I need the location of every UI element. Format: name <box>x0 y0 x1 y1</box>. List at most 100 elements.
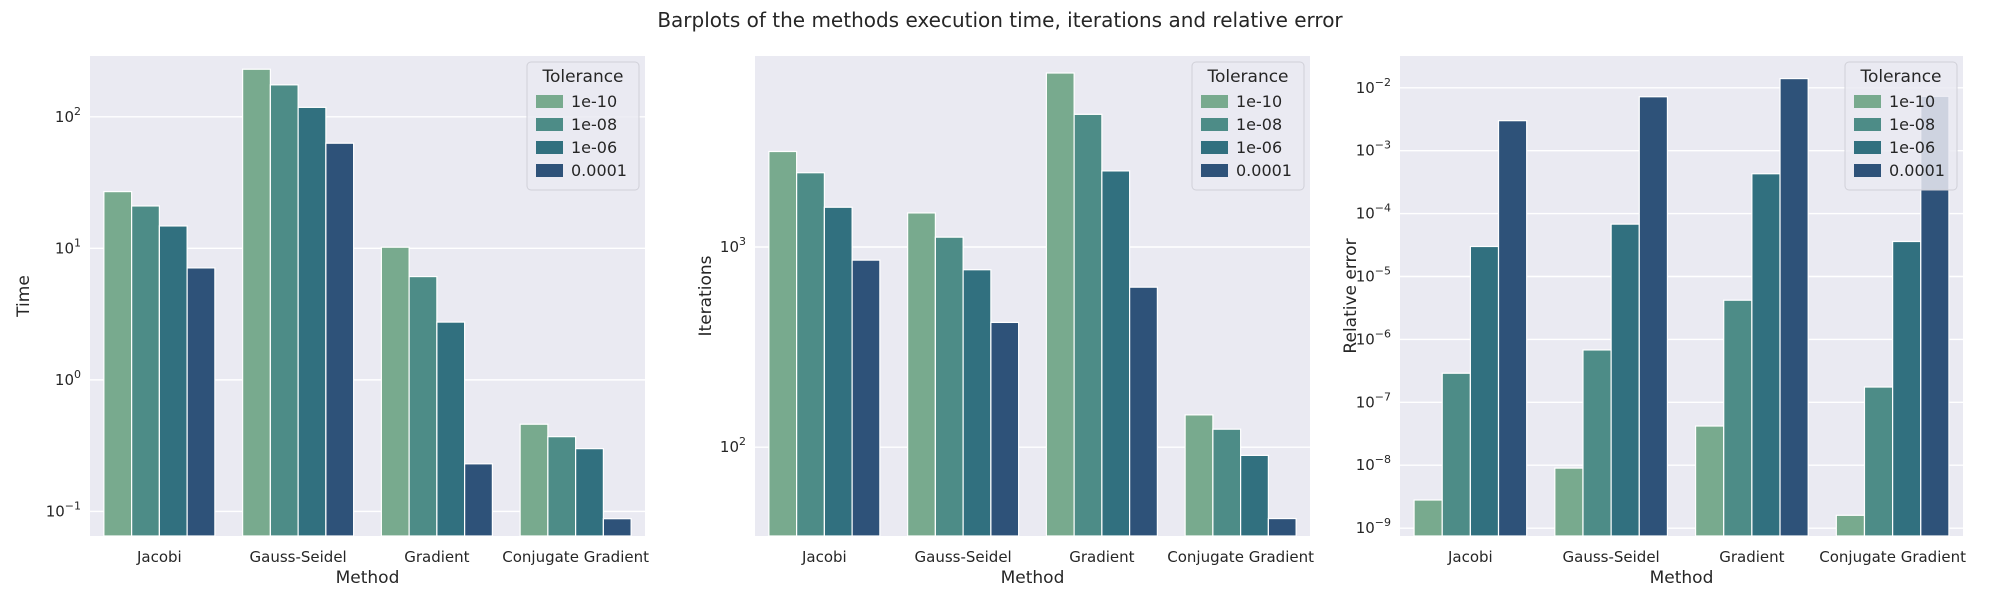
y-tick-base: 10 <box>55 108 74 126</box>
y-tick-base: 10 <box>46 502 65 520</box>
legend-label: 0.0001 <box>1889 161 1945 180</box>
bar <box>990 321 1020 537</box>
bar <box>269 84 299 537</box>
bar <box>547 436 577 537</box>
bar <box>1073 113 1103 537</box>
bar <box>1554 467 1584 537</box>
bar <box>297 106 327 537</box>
bar <box>823 206 853 537</box>
y-tick-label: 10−2 <box>1356 76 1391 97</box>
bar <box>1694 425 1725 537</box>
y-tick-label: 10−4 <box>1356 202 1391 223</box>
bar <box>103 191 133 537</box>
y-tick-exp: 0 <box>74 368 81 381</box>
x-axis-label: Method <box>336 568 400 588</box>
y-tick-base: 10 <box>1356 456 1375 474</box>
legend: Tolerance 1e-10 1e-08 1e-06 0.0001 <box>1844 61 1958 191</box>
x-tick-label: Gauss-Seidel <box>1563 548 1660 566</box>
y-tick-base: 10 <box>720 438 739 456</box>
legend-title: Tolerance <box>541 67 623 87</box>
bar <box>575 448 604 537</box>
y-tick-exp: −1 <box>65 499 81 512</box>
bar <box>1582 349 1612 537</box>
x-axis-label: Method <box>1001 568 1065 588</box>
legend-label: 1e-10 <box>571 92 617 111</box>
bar <box>1610 223 1640 537</box>
bar <box>1469 245 1500 537</box>
y-tick-label: 103 <box>720 235 746 256</box>
bar <box>962 269 992 537</box>
bar <box>1101 170 1131 537</box>
x-tick-label: Conjugate Gradient <box>502 548 649 566</box>
y-tick-base: 10 <box>1356 393 1375 411</box>
y-tick-exp: −4 <box>1375 202 1391 215</box>
bar <box>1638 96 1669 537</box>
x-axis-label: Method <box>1650 568 1714 588</box>
bar <box>1184 414 1214 537</box>
y-tick-base: 10 <box>1356 519 1375 537</box>
y-tick-exp: −5 <box>1375 265 1391 278</box>
bar <box>242 68 271 537</box>
x-tick-label: Gradient <box>1069 548 1134 566</box>
y-tick-exp: −8 <box>1375 453 1391 466</box>
x-tick-label: Jacobi <box>801 548 847 566</box>
legend-label: 0.0001 <box>571 161 627 180</box>
bar <box>1129 286 1158 537</box>
bar <box>1779 77 1809 537</box>
bar <box>1240 454 1269 537</box>
legend-box <box>1191 61 1305 191</box>
legend-title: Tolerance <box>1206 67 1288 87</box>
y-tick-base: 10 <box>1356 268 1375 286</box>
x-tick-label: Conjugate Gradient <box>1167 548 1314 566</box>
y-axis-label: Relative error <box>1341 238 1361 353</box>
bar <box>1413 499 1443 537</box>
bar <box>1441 372 1471 537</box>
figure-title: Barplots of the methods execution time, … <box>657 8 1343 32</box>
y-tick-base: 10 <box>55 239 74 257</box>
legend-swatch <box>536 141 563 154</box>
y-tick-label: 10−7 <box>1356 390 1391 411</box>
x-tick-label: Gradient <box>404 548 469 566</box>
legend: Tolerance 1e-10 1e-08 1e-06 0.0001 <box>1191 61 1305 191</box>
legend: Tolerance 1e-10 1e-08 1e-06 0.0001 <box>526 61 640 191</box>
y-tick-base: 10 <box>720 238 739 256</box>
x-tick-label: Conjugate Gradient <box>1819 548 1966 566</box>
y-tick-exp: 3 <box>739 235 746 248</box>
y-tick-exp: 1 <box>74 236 81 249</box>
bar <box>158 225 188 537</box>
legend-label: 1e-06 <box>571 138 617 157</box>
legend-label: 1e-06 <box>1889 138 1935 157</box>
legend-swatch <box>1854 95 1881 108</box>
y-tick-label: 10−1 <box>46 499 81 520</box>
y-tick-base: 10 <box>1356 142 1375 160</box>
y-tick-base: 10 <box>1356 205 1375 223</box>
y-tick-label: 10−3 <box>1356 139 1391 160</box>
legend-label: 1e-08 <box>571 115 617 134</box>
bar <box>1863 386 1894 537</box>
legend-swatch <box>1201 164 1228 177</box>
legend-label: 1e-06 <box>1236 138 1282 157</box>
y-tick-label: 102 <box>720 435 746 456</box>
y-tick-label: 10−8 <box>1356 453 1391 474</box>
legend-label: 1e-10 <box>1236 92 1282 111</box>
y-tick-exp: −2 <box>1375 76 1391 89</box>
y-tick-base: 10 <box>1356 79 1375 97</box>
bar <box>519 423 549 537</box>
bar <box>851 259 881 537</box>
y-tick-label: 10−9 <box>1356 516 1391 537</box>
bar <box>1751 173 1781 537</box>
bar <box>380 246 410 537</box>
y-tick-base: 10 <box>1356 330 1375 348</box>
bar <box>1267 517 1297 537</box>
y-tick-label: 100 <box>55 368 81 389</box>
legend-swatch <box>1201 141 1228 154</box>
bar <box>907 212 936 537</box>
legend-swatch <box>1854 164 1881 177</box>
bar <box>796 172 825 537</box>
bar <box>934 236 964 537</box>
bar <box>325 142 355 537</box>
